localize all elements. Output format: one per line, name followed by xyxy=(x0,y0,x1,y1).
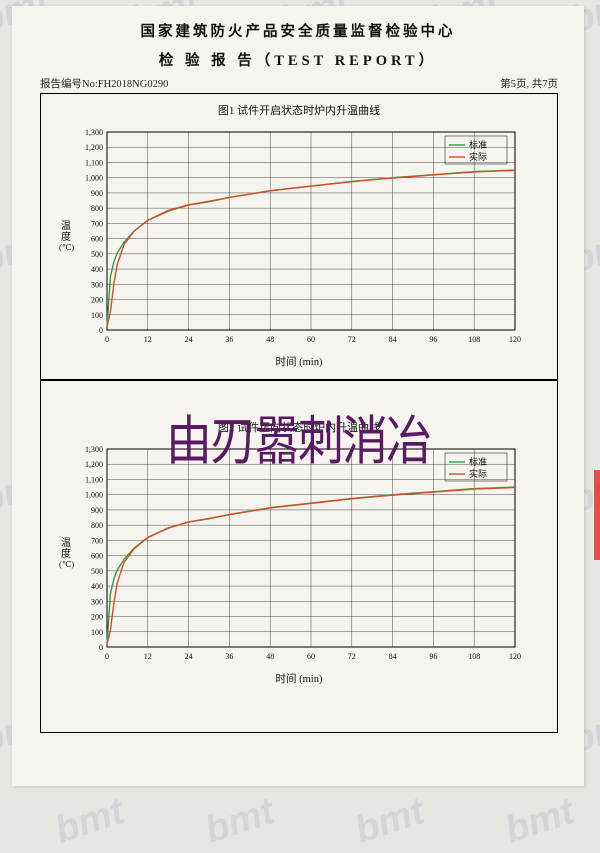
org-title: 国家建筑防火产品安全质量监督检验中心 xyxy=(12,20,584,41)
svg-text:0: 0 xyxy=(99,643,103,652)
svg-text:24: 24 xyxy=(185,335,193,344)
svg-text:800: 800 xyxy=(91,521,103,530)
page-header: 国家建筑防火产品安全质量监督检验中心 检 验 报 告（TEST REPORT） xyxy=(12,6,584,70)
chart1-xlabel: 时间 (min) xyxy=(59,354,539,369)
report-page: 国家建筑防火产品安全质量监督检验中心 检 验 报 告（TEST REPORT） … xyxy=(12,6,584,786)
svg-text:100: 100 xyxy=(91,628,103,637)
svg-text:96: 96 xyxy=(429,652,437,661)
svg-text:600: 600 xyxy=(91,235,103,244)
svg-text:120: 120 xyxy=(509,335,521,344)
report-number: 报告编号No:FH2018NG0290 xyxy=(40,76,168,91)
svg-text:108: 108 xyxy=(468,335,480,344)
svg-text:84: 84 xyxy=(389,652,397,661)
svg-text:48: 48 xyxy=(266,652,274,661)
svg-text:1,200: 1,200 xyxy=(85,143,103,152)
svg-text:400: 400 xyxy=(91,582,103,591)
chart2-xlabel: 时间 (min) xyxy=(59,671,539,686)
svg-text:1,100: 1,100 xyxy=(85,475,103,484)
chart1-block: 图1 试件开启状态时炉内升温曲线 温 度 (℃) 0 100 200 300 400 50… xyxy=(41,94,557,379)
svg-text:1,000: 1,000 xyxy=(85,491,103,500)
svg-text:900: 900 xyxy=(91,189,103,198)
svg-text:60: 60 xyxy=(307,652,315,661)
svg-text:0: 0 xyxy=(99,326,103,335)
svg-text:100: 100 xyxy=(91,311,103,320)
svg-text:36: 36 xyxy=(225,652,233,661)
svg-text:96: 96 xyxy=(429,335,437,344)
svg-text:600: 600 xyxy=(91,552,103,561)
chart2-title: 图2 试件正向状态时炉内升温曲线 xyxy=(59,419,539,435)
svg-text:24: 24 xyxy=(185,652,193,661)
red-seal xyxy=(594,470,600,560)
svg-text:12: 12 xyxy=(144,652,152,661)
svg-text:400: 400 xyxy=(91,265,103,274)
svg-text:120: 120 xyxy=(509,652,521,661)
svg-text:1,000: 1,000 xyxy=(85,174,103,183)
svg-text:36: 36 xyxy=(225,335,233,344)
svg-text:12: 12 xyxy=(144,335,152,344)
svg-text:108: 108 xyxy=(468,652,480,661)
svg-text:60: 60 xyxy=(307,335,315,344)
svg-text:84: 84 xyxy=(389,335,397,344)
svg-text:0: 0 xyxy=(105,652,109,661)
svg-text:48: 48 xyxy=(266,335,274,344)
svg-text:200: 200 xyxy=(91,613,103,622)
svg-text:700: 700 xyxy=(91,536,103,545)
meta-row: 报告编号No:FH2018NG0290 第5页, 共7页 xyxy=(12,70,584,93)
svg-text:500: 500 xyxy=(91,567,103,576)
svg-text:800: 800 xyxy=(91,204,103,213)
svg-text:1,300: 1,300 xyxy=(85,128,103,137)
svg-text:实际: 实际 xyxy=(469,468,487,479)
svg-text:300: 300 xyxy=(91,280,103,289)
svg-text:0: 0 xyxy=(105,335,109,344)
content-frame2: 图2 试件正向状态时炉内升温曲线 温 度 (℃) 0 100 200 300 400 50… xyxy=(40,381,558,733)
svg-text:300: 300 xyxy=(91,597,103,606)
svg-text:1,300: 1,300 xyxy=(85,445,103,454)
chart1-ylabel: 温 度 (℃) xyxy=(59,222,73,252)
content-frame: 图1 试件开启状态时炉内升温曲线 温 度 (℃) 0 100 200 300 400 50… xyxy=(40,93,558,380)
chart1: 01002003004005006007008009001,0001,1001,… xyxy=(73,122,523,352)
svg-text:实际: 实际 xyxy=(469,151,487,162)
chart2-block: 图2 试件正向状态时炉内升温曲线 温 度 (℃) 0 100 200 300 400 50… xyxy=(41,381,557,696)
svg-text:1,100: 1,100 xyxy=(85,158,103,167)
svg-text:标准: 标准 xyxy=(469,456,487,467)
svg-text:500: 500 xyxy=(91,250,103,259)
svg-text:72: 72 xyxy=(348,652,356,661)
page-counter: 第5页, 共7页 xyxy=(500,76,558,91)
chart2-ylabel: 温 度 (℃) xyxy=(59,539,73,569)
svg-text:900: 900 xyxy=(91,506,103,515)
svg-text:700: 700 xyxy=(91,219,103,228)
chart1-title: 图1 试件开启状态时炉内升温曲线 xyxy=(59,102,539,118)
svg-text:标准: 标准 xyxy=(469,139,487,150)
report-title: 检 验 报 告（TEST REPORT） xyxy=(12,49,584,70)
svg-text:1,200: 1,200 xyxy=(85,460,103,469)
svg-text:72: 72 xyxy=(348,335,356,344)
svg-text:200: 200 xyxy=(91,296,103,305)
chart2: 01002003004005006007008009001,0001,1001,… xyxy=(73,439,523,669)
